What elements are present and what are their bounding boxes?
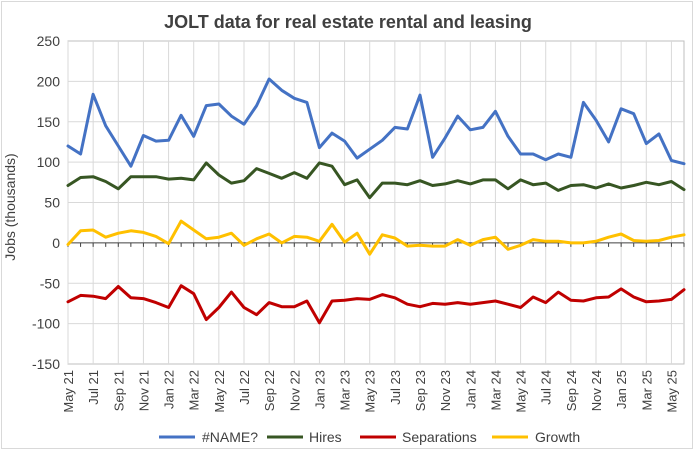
x-tick-label: Mar 25: [639, 370, 654, 410]
x-tick-label: Sep 21: [111, 370, 126, 411]
x-tick-label: Nov 24: [589, 370, 604, 411]
x-tick-label: Jan 25: [614, 370, 629, 409]
chart-svg: JOLT data for real estate rental and lea…: [2, 12, 686, 445]
legend-label: Separations: [402, 429, 477, 445]
series-lines: [66, 77, 686, 325]
y-tick-label: 150: [37, 114, 61, 130]
y-tick-label: -100: [32, 316, 60, 332]
x-tick-label: Sep 22: [262, 370, 277, 411]
x-tick-label: Nov 22: [287, 370, 302, 411]
gridlines: [67, 40, 685, 365]
series-line-hires: [66, 161, 686, 200]
axes: -150 -100 -50 0 50 100 150 200 250 May 21 Jul 21 Se…: [32, 33, 685, 413]
series-line-growth: [66, 219, 686, 256]
x-tick-label: Nov 23: [438, 370, 453, 411]
x-tick-label: Nov 21: [136, 370, 151, 411]
chart-title: JOLT data for real estate rental and lea…: [164, 12, 532, 32]
y-tick-label: 50: [44, 195, 60, 211]
x-tick-label: May 25: [664, 370, 679, 413]
y-tick-label: 200: [37, 73, 61, 89]
x-tick-label: Mar 22: [187, 370, 202, 410]
x-tick-label: Jan 24: [463, 370, 478, 409]
y-tick-label: -150: [32, 356, 60, 372]
series-line-separations: [66, 284, 686, 325]
x-tick-label: Mar 24: [488, 370, 503, 410]
x-tick-label: Jul 21: [86, 370, 101, 405]
y-tick-label: 0: [52, 235, 60, 251]
y-axis-label: Jobs (thousands): [2, 153, 18, 260]
x-tick-label: May 24: [514, 370, 529, 413]
x-tick-label: Jul 24: [539, 370, 554, 405]
y-tick-label: 100: [37, 154, 61, 170]
y-tick-label: 250: [37, 33, 61, 49]
x-tick-label: May 22: [212, 370, 227, 413]
x-tick-label: Jul 23: [388, 370, 403, 405]
x-tick-label: Sep 23: [413, 370, 428, 411]
x-tick-label: Jan 22: [162, 370, 177, 409]
x-tick-label: Jul 22: [237, 370, 252, 405]
chart-frame: JOLT data for real estate rental and lea…: [1, 1, 693, 449]
x-tick-label: May 23: [363, 370, 378, 413]
x-tick-label: Jan 23: [312, 370, 327, 409]
legend-label: Growth: [535, 429, 580, 445]
y-tick-label: -50: [40, 275, 60, 291]
legend-label: #NAME?: [202, 429, 258, 445]
x-tick-label: Sep 24: [564, 370, 579, 411]
legend-label: Hires: [309, 429, 342, 445]
x-tick-label: Mar 23: [338, 370, 353, 410]
x-tick-label: May 21: [61, 370, 76, 413]
legend: #NAME? Hires Separations Growth: [159, 429, 580, 445]
series-line-name: [66, 77, 686, 168]
